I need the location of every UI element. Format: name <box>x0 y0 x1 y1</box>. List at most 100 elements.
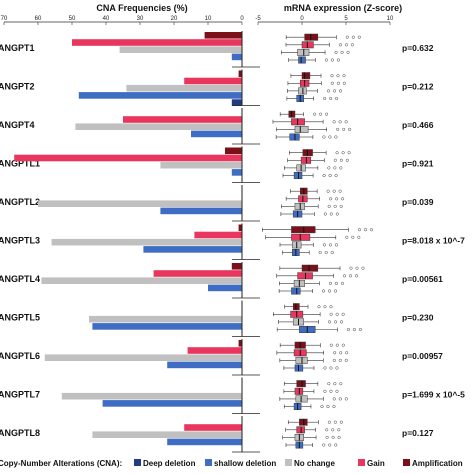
box-iqr <box>291 287 301 295</box>
box-outlier <box>338 397 342 401</box>
cna-bar <box>72 39 242 46</box>
box-outlier <box>313 112 317 116</box>
cna-bar <box>75 123 243 130</box>
box-outlier <box>327 420 331 424</box>
box-outlier <box>329 312 333 316</box>
cna-bar <box>14 154 243 162</box>
cna-bar <box>126 84 242 92</box>
box-outlier <box>349 266 353 270</box>
box-outlier <box>341 151 345 155</box>
box-outlier <box>339 204 343 208</box>
box-outlier <box>345 351 349 355</box>
box-outlier <box>357 35 361 39</box>
box-outlier <box>334 173 338 178</box>
box-outlier <box>320 404 324 409</box>
box-outlier <box>335 343 339 347</box>
box-outlier <box>333 204 337 208</box>
gene-label: ANGPTL8 <box>0 428 40 438</box>
gene-label: ANGPT4 <box>0 120 35 130</box>
bar-tick-label: 30 <box>137 16 144 22</box>
box-outlier <box>332 120 336 124</box>
box-outlier <box>324 250 328 255</box>
box-outlier <box>348 127 352 131</box>
box-outlier <box>338 89 343 93</box>
box-outlier <box>333 166 337 170</box>
box-outlier <box>354 274 359 278</box>
box-outlier <box>331 435 335 439</box>
box-outlier <box>351 235 355 239</box>
p-value: p=0.632 <box>402 43 434 53</box>
cna-bar <box>143 246 242 253</box>
box-outlier <box>330 58 334 62</box>
box-outlier <box>326 89 331 93</box>
box-outlier <box>333 382 337 386</box>
cna-bar <box>153 270 242 277</box>
box-iqr <box>296 380 306 388</box>
box-outlier <box>322 173 326 178</box>
box-outlier <box>325 112 329 116</box>
box-outlier <box>322 135 326 139</box>
bar-tick-label: 70 <box>1 16 8 22</box>
box-outlier <box>332 189 336 193</box>
p-value: p=0.00957 <box>402 351 443 361</box>
cna-bar <box>119 46 242 53</box>
box-outlier <box>344 358 348 362</box>
cna-bar <box>160 207 242 215</box>
box-outlier <box>339 382 343 386</box>
box-outlier <box>332 397 336 401</box>
bar-tick-label: 20 <box>171 16 178 22</box>
box-tick-label: -5 <box>255 16 261 22</box>
box-outlier <box>352 327 356 332</box>
cna-bar <box>51 238 242 246</box>
box-outlier <box>327 320 332 324</box>
cna-bar <box>194 231 242 239</box>
cna-bar <box>231 99 242 106</box>
gene-label: ANGPTL3 <box>0 236 40 246</box>
box-outlier <box>322 243 326 247</box>
gene-label: ANGPTL4 <box>0 274 40 284</box>
box-outlier <box>338 189 342 193</box>
p-value: p=0.127 <box>402 428 434 438</box>
box-outlier <box>334 443 338 447</box>
box-tick-label: 10 <box>387 16 394 22</box>
gene-row: ANGPT2 p=0.212 <box>0 69 434 106</box>
box-outlier <box>329 343 333 347</box>
cna-bar <box>167 361 242 369</box>
p-value: p=0.466 <box>402 120 434 130</box>
box-outlier <box>328 289 332 293</box>
box-outlier <box>339 420 343 424</box>
box-chart-title: mRNA expression (Z-score) <box>284 3 402 13</box>
p-value: p=8.018 x 10^-7 <box>402 236 465 246</box>
legend-label: Deep deletion <box>143 459 196 468</box>
bar-x-axis: 70 60 50 40 30 20 10 0 <box>1 16 244 25</box>
gene-row: ANGPT4 p=0.466 <box>0 108 434 145</box>
cna-bar <box>231 53 242 61</box>
bar-tick-label: 50 <box>69 16 76 22</box>
box-outlier <box>344 43 349 47</box>
legend-swatch <box>285 459 292 466</box>
box-iqr <box>294 125 309 133</box>
box-outlier <box>339 351 343 355</box>
box-outlier <box>323 212 327 216</box>
box-outlier <box>332 404 336 409</box>
box-outlier <box>322 289 326 293</box>
legend-swatch <box>403 459 410 466</box>
p-value: p=1.699 x 10^-5 <box>402 390 465 400</box>
legend-swatch <box>205 459 212 466</box>
box-iqr <box>301 72 311 80</box>
cna-bar <box>231 263 242 270</box>
box-outlier <box>319 112 323 116</box>
box-outlier <box>328 243 332 247</box>
gene-label: ANGPT2 <box>0 82 35 92</box>
box-outlier <box>345 35 349 39</box>
legend-swatch <box>358 459 365 466</box>
legend-label: shallow deletion <box>214 459 276 468</box>
box-outlier <box>335 151 339 155</box>
box-outlier <box>357 235 361 239</box>
box-outlier <box>351 35 355 39</box>
gene-label: ANGPTL5 <box>0 313 40 323</box>
box-tick-label: 5 <box>344 16 348 22</box>
cna-bar <box>102 400 242 407</box>
